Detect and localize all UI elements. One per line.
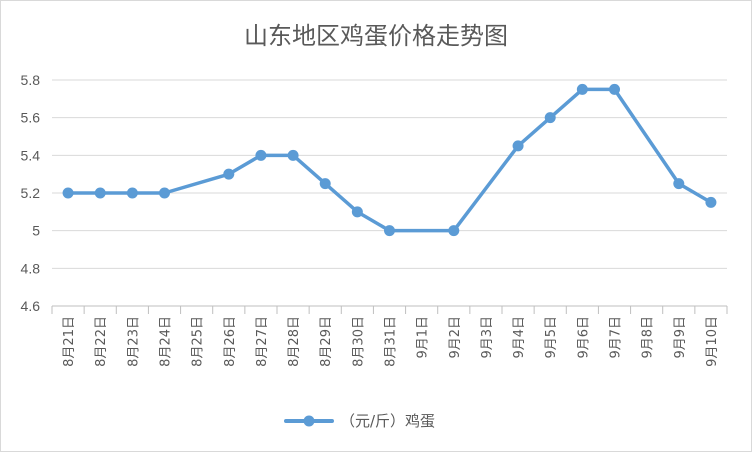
x-tick-label: 9月7日 bbox=[609, 316, 624, 359]
data-point bbox=[512, 140, 524, 152]
data-point bbox=[159, 187, 170, 199]
x-tick-label: 9月3日 bbox=[480, 316, 495, 359]
x-tick-label: 9月6日 bbox=[576, 316, 591, 359]
data-point bbox=[255, 149, 267, 161]
x-tick-label: 8月21日 bbox=[62, 316, 77, 367]
chart-title: 山东地区鸡蛋价格走势图 bbox=[244, 22, 508, 50]
x-axis-ticks: 8月21日 8月22日 8月23日 8月24日 8月25日 8月26日 8月27日 8月28日… bbox=[62, 316, 720, 367]
y-tick-label: 5.4 bbox=[21, 147, 41, 163]
data-point bbox=[319, 178, 331, 190]
y-tick-label: 4.6 bbox=[21, 298, 41, 314]
x-tick-label: 8月25日 bbox=[191, 316, 206, 367]
data-point bbox=[94, 187, 106, 199]
x-tick-label: 8月28日 bbox=[287, 316, 302, 367]
gridlines bbox=[52, 79, 727, 307]
data-point bbox=[609, 83, 620, 95]
x-tick-label: 9月2日 bbox=[448, 316, 463, 359]
x-axis bbox=[51, 306, 728, 314]
data-point bbox=[576, 83, 588, 95]
x-tick-label: 8月22日 bbox=[94, 316, 109, 367]
x-tick-label: 9月8日 bbox=[641, 316, 656, 359]
x-tick-label: 8月24日 bbox=[159, 316, 174, 367]
x-tick-label: 9月5日 bbox=[544, 316, 559, 359]
data-point bbox=[384, 225, 395, 237]
data-point bbox=[448, 225, 460, 237]
data-point bbox=[673, 178, 685, 190]
y-tick-label: 5 bbox=[32, 223, 40, 239]
data-point bbox=[223, 168, 235, 180]
y-tick-label: 5.2 bbox=[21, 185, 41, 201]
y-axis-ticks: 4.6 4.8 5 5.2 5.4 5.6 5.8 bbox=[21, 72, 41, 314]
x-tick-label: 8月23日 bbox=[126, 316, 141, 367]
x-tick-label: 8月30日 bbox=[351, 316, 366, 367]
data-point bbox=[705, 196, 717, 208]
x-tick-label: 8月31日 bbox=[384, 316, 399, 367]
x-tick-label: 8月27日 bbox=[255, 316, 270, 367]
x-tick-label: 8月29日 bbox=[319, 316, 334, 367]
legend-point-marker bbox=[303, 415, 315, 427]
data-point bbox=[126, 187, 138, 199]
legend-label: （元/斤）鸡蛋 bbox=[340, 412, 435, 430]
legend: （元/斤）鸡蛋 bbox=[284, 412, 435, 430]
x-tick-label: 9月1日 bbox=[416, 316, 431, 359]
data-point bbox=[351, 206, 363, 218]
x-tick-label: 9月4日 bbox=[512, 316, 527, 359]
data-point bbox=[287, 149, 299, 161]
data-point bbox=[62, 187, 74, 199]
y-tick-label: 4.8 bbox=[21, 260, 41, 276]
series-line bbox=[66, 87, 713, 233]
y-tick-label: 5.6 bbox=[21, 110, 41, 126]
data-point bbox=[544, 112, 556, 124]
x-tick-label: 8月26日 bbox=[223, 316, 238, 367]
x-tick-label: 9月9日 bbox=[673, 316, 688, 359]
series-layer bbox=[62, 83, 717, 237]
y-tick-label: 5.8 bbox=[21, 72, 41, 88]
x-tick-label: 9月10日 bbox=[705, 316, 720, 367]
